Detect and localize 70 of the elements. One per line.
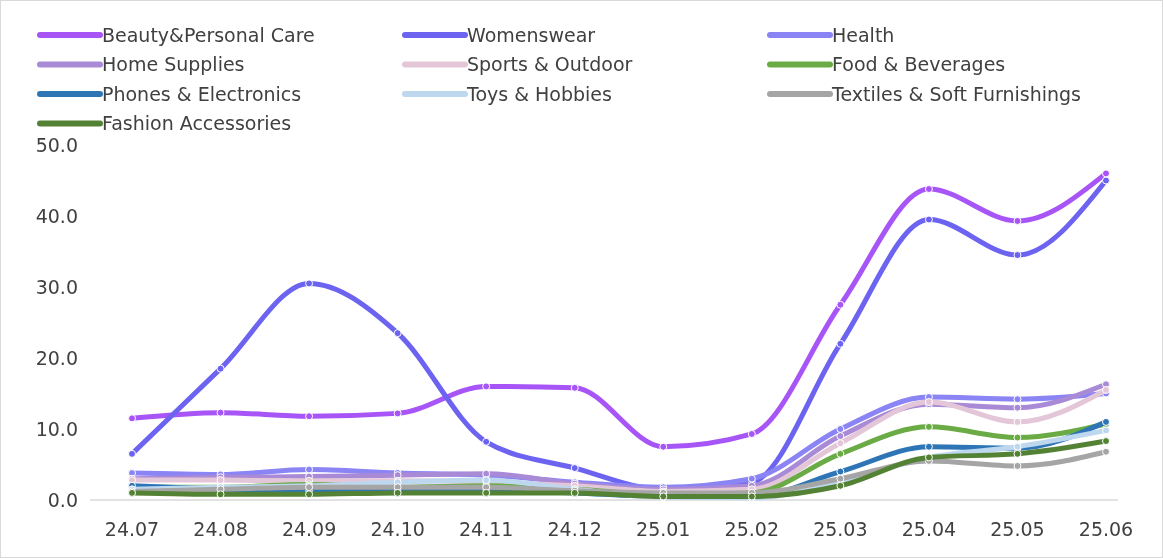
point bbox=[1013, 216, 1022, 225]
point bbox=[836, 339, 845, 348]
legend-label: Toys & Hobbies bbox=[466, 82, 612, 105]
point bbox=[924, 422, 933, 431]
point bbox=[836, 300, 845, 309]
x-tick-label: 24.09 bbox=[281, 518, 337, 540]
legend-label: Fashion Accessories bbox=[102, 112, 292, 135]
point bbox=[747, 429, 756, 438]
point bbox=[393, 409, 402, 418]
y-tick-label: 0.0 bbox=[47, 488, 78, 511]
point bbox=[570, 464, 579, 473]
point bbox=[924, 442, 933, 451]
y-tick-label: 50.0 bbox=[35, 133, 78, 156]
point bbox=[482, 382, 491, 391]
point bbox=[305, 279, 314, 288]
y-tick-label: 10.0 bbox=[35, 417, 78, 440]
x-tick-label: 25.02 bbox=[724, 518, 780, 540]
point bbox=[836, 425, 845, 433]
point bbox=[836, 439, 845, 448]
x-tick-label: 25.05 bbox=[990, 518, 1045, 540]
point bbox=[570, 383, 579, 392]
legend-label: Womenswear bbox=[467, 23, 596, 46]
x-tick-label: 24.10 bbox=[370, 518, 425, 540]
x-tick-label: 25.03 bbox=[813, 518, 868, 540]
point bbox=[1102, 426, 1110, 435]
point bbox=[216, 408, 225, 417]
y-tick-label: 30.0 bbox=[35, 275, 78, 298]
point bbox=[836, 474, 845, 483]
legend-label: Textiles & Soft Furnishings bbox=[831, 82, 1081, 105]
point bbox=[836, 432, 845, 441]
point bbox=[924, 185, 933, 194]
point bbox=[1013, 449, 1022, 458]
point bbox=[1102, 437, 1110, 446]
y-tick-label: 20.0 bbox=[35, 346, 78, 369]
point bbox=[1102, 176, 1110, 185]
y-tick-label: 40.0 bbox=[35, 204, 78, 227]
legend-label: Sports & Outdoor bbox=[467, 53, 633, 76]
point bbox=[393, 329, 402, 338]
x-tick-label: 25.01 bbox=[636, 518, 691, 540]
x-tick-label: 24.12 bbox=[547, 518, 602, 540]
legend-label: Beauty&Personal Care bbox=[102, 23, 315, 46]
x-tick-label: 25.06 bbox=[1078, 518, 1134, 540]
point bbox=[924, 215, 933, 224]
point bbox=[1102, 169, 1110, 178]
x-tick-label: 24.11 bbox=[458, 518, 514, 540]
point bbox=[1102, 385, 1110, 394]
point bbox=[1013, 251, 1022, 260]
point bbox=[216, 490, 225, 499]
point bbox=[305, 465, 314, 474]
legend-label: Health bbox=[832, 23, 895, 46]
legend-label: Home Supplies bbox=[102, 53, 245, 76]
point bbox=[836, 467, 845, 476]
point bbox=[482, 437, 491, 446]
point bbox=[216, 364, 225, 373]
point bbox=[836, 449, 845, 458]
legend-label: Phones & Electronics bbox=[102, 82, 302, 105]
x-tick-label: 24.07 bbox=[104, 518, 160, 540]
legend-label: Food & Beverages bbox=[832, 53, 1006, 76]
point bbox=[128, 449, 136, 458]
point bbox=[1102, 447, 1110, 456]
point bbox=[1013, 417, 1022, 426]
point bbox=[659, 442, 668, 451]
point bbox=[305, 412, 314, 421]
point bbox=[1013, 461, 1022, 470]
point bbox=[1013, 403, 1022, 412]
point bbox=[1013, 433, 1022, 442]
x-tick-label: 25.04 bbox=[901, 518, 957, 540]
x-tick-label: 24.08 bbox=[193, 518, 248, 540]
point bbox=[1013, 395, 1022, 404]
point bbox=[128, 414, 136, 423]
